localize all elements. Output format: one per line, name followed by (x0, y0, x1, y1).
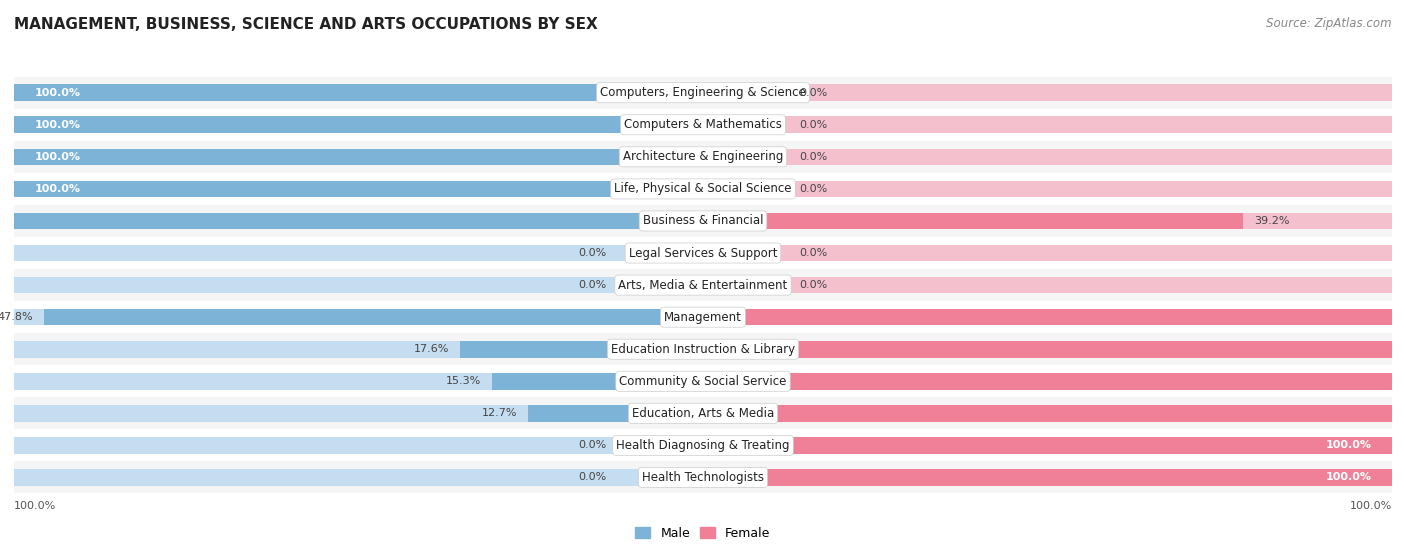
Bar (45, 309, 703, 325)
Text: 0.0%: 0.0% (800, 120, 828, 130)
Bar (703, 405, 1406, 421)
Text: 100.0%: 100.0% (35, 184, 80, 194)
Bar (14, 181, 703, 197)
Text: 39.2%: 39.2% (1254, 216, 1289, 226)
Text: Computers & Mathematics: Computers & Mathematics (624, 119, 782, 131)
Text: 0.0%: 0.0% (800, 248, 828, 258)
Text: 0.0%: 0.0% (800, 88, 828, 98)
Bar (14, 149, 703, 165)
Bar (703, 116, 1392, 133)
Bar (703, 373, 1406, 390)
Bar (703, 277, 1392, 293)
Bar (14, 173, 1392, 205)
Text: Source: ZipAtlas.com: Source: ZipAtlas.com (1267, 17, 1392, 30)
Bar (703, 309, 1392, 325)
Bar (703, 437, 1406, 454)
Bar (703, 437, 1392, 454)
Text: 0.0%: 0.0% (800, 280, 828, 290)
Text: Computers, Engineering & Science: Computers, Engineering & Science (600, 86, 806, 100)
Bar (14, 84, 703, 101)
Bar (14, 205, 1392, 237)
Bar (14, 212, 703, 229)
Text: MANAGEMENT, BUSINESS, SCIENCE AND ARTS OCCUPATIONS BY SEX: MANAGEMENT, BUSINESS, SCIENCE AND ARTS O… (14, 17, 598, 32)
Text: 17.6%: 17.6% (415, 344, 450, 354)
Bar (14, 397, 1392, 429)
Bar (703, 212, 1392, 229)
Bar (703, 341, 1406, 358)
Bar (14, 405, 703, 421)
Bar (703, 469, 1406, 486)
Bar (14, 309, 703, 325)
Legend: Male, Female: Male, Female (630, 522, 776, 545)
Text: 100.0%: 100.0% (35, 88, 80, 98)
Text: 0.0%: 0.0% (800, 184, 828, 194)
Bar (14, 429, 1392, 461)
Text: Health Diagnosing & Treating: Health Diagnosing & Treating (616, 439, 790, 452)
Text: 100.0%: 100.0% (1350, 500, 1392, 510)
Text: Life, Physical & Social Science: Life, Physical & Social Science (614, 182, 792, 196)
Bar (14, 301, 1392, 333)
Bar (14, 269, 1392, 301)
Text: 12.7%: 12.7% (481, 408, 517, 418)
Text: 100.0%: 100.0% (35, 152, 80, 162)
Bar (14, 109, 1392, 141)
Text: Education, Arts & Media: Education, Arts & Media (631, 407, 775, 420)
Bar (703, 309, 1406, 325)
Bar (703, 181, 1392, 197)
Text: Management: Management (664, 311, 742, 324)
Text: Legal Services & Support: Legal Services & Support (628, 247, 778, 259)
Bar (703, 405, 1392, 421)
Bar (0, 181, 703, 197)
Bar (0, 212, 703, 229)
Bar (14, 77, 1392, 109)
Bar (703, 212, 1243, 229)
Text: 0.0%: 0.0% (578, 248, 606, 258)
Bar (14, 237, 1392, 269)
Bar (14, 333, 1392, 365)
Bar (14, 116, 703, 133)
Bar (529, 405, 703, 421)
Bar (461, 341, 703, 358)
Bar (0, 149, 703, 165)
Bar (703, 245, 1392, 262)
Bar (703, 149, 1392, 165)
Text: 100.0%: 100.0% (14, 500, 56, 510)
Bar (14, 341, 703, 358)
Bar (14, 373, 703, 390)
Bar (703, 84, 1392, 101)
Bar (703, 469, 1392, 486)
Text: Community & Social Service: Community & Social Service (619, 375, 787, 388)
Text: 15.3%: 15.3% (446, 376, 481, 386)
Bar (492, 373, 703, 390)
Text: 47.8%: 47.8% (0, 312, 34, 322)
Text: Health Technologists: Health Technologists (643, 471, 763, 484)
Bar (14, 365, 1392, 397)
Bar (14, 277, 703, 293)
Text: Architecture & Engineering: Architecture & Engineering (623, 150, 783, 163)
Text: 100.0%: 100.0% (35, 120, 80, 130)
Bar (14, 437, 703, 454)
Bar (703, 341, 1392, 358)
Text: Education Instruction & Library: Education Instruction & Library (612, 343, 794, 356)
Text: 0.0%: 0.0% (800, 152, 828, 162)
Bar (14, 461, 1392, 494)
Bar (0, 116, 703, 133)
Text: Business & Financial: Business & Financial (643, 215, 763, 228)
Text: 100.0%: 100.0% (1326, 440, 1371, 451)
Bar (0, 84, 703, 101)
Bar (14, 141, 1392, 173)
Text: 0.0%: 0.0% (578, 280, 606, 290)
Bar (703, 373, 1392, 390)
Text: 0.0%: 0.0% (578, 440, 606, 451)
Bar (14, 245, 703, 262)
Bar (14, 469, 703, 486)
Text: 0.0%: 0.0% (578, 472, 606, 482)
Text: Arts, Media & Entertainment: Arts, Media & Entertainment (619, 278, 787, 292)
Text: 100.0%: 100.0% (1326, 472, 1371, 482)
